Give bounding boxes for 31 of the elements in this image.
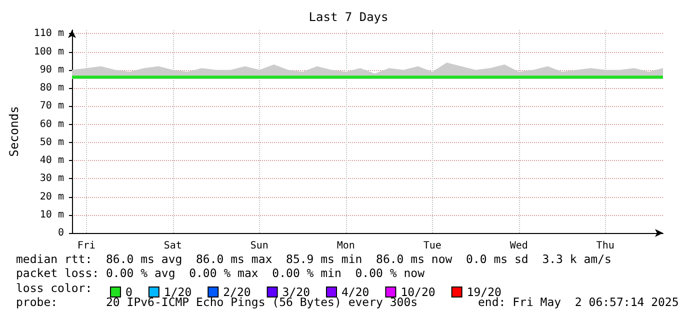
y-tick-label: 0 bbox=[58, 228, 64, 238]
text: median rtt: 86.0 ms avg 86.0 ms max 85.9 ms min 86.0 ms now 0.0 ms sd 3.3 k am/s bbox=[16, 252, 612, 266]
x-tick-label: Fri bbox=[77, 240, 96, 252]
text: packet loss: 0.00 % avg 0.00 % max 0.00 % min 0.00 % now bbox=[16, 266, 424, 280]
y-tick-label: 30 m bbox=[40, 173, 64, 184]
legend-label: 0 bbox=[126, 285, 132, 299]
legend-label: 19/20 bbox=[466, 285, 502, 299]
x-tick-label: Wed bbox=[510, 240, 528, 252]
y-tick-label: 110 m bbox=[34, 28, 64, 40]
y-tick-label: 20 m bbox=[40, 191, 64, 202]
y-tick-label: 90 m bbox=[40, 64, 64, 76]
x-tick-label: Sat bbox=[164, 240, 182, 252]
x-tick-label: Thu bbox=[596, 240, 614, 252]
legend-title: loss color: bbox=[16, 281, 92, 295]
x-tick-label: Tue bbox=[423, 240, 442, 252]
y-tick-label: 40 m bbox=[40, 155, 64, 166]
y-axis-title: Seconds bbox=[7, 106, 21, 157]
legend-label: 1/20 bbox=[164, 285, 192, 299]
chart-title: Last 7 Days bbox=[308, 10, 388, 24]
x-tick-label: Sun bbox=[250, 240, 268, 252]
y-tick-label: 80 m bbox=[40, 82, 64, 94]
y-tick-label: 50 m bbox=[40, 136, 64, 148]
legend-label: 4/20 bbox=[342, 285, 370, 299]
legend-label: 10/20 bbox=[400, 285, 436, 299]
y-tick-label: 10 m bbox=[40, 209, 64, 220]
y-tick-label: 60 m bbox=[40, 118, 64, 130]
legend-label: 2/20 bbox=[223, 285, 251, 299]
x-tick-label: Mon bbox=[336, 240, 355, 252]
y-tick-label: 70 m bbox=[40, 100, 64, 112]
legend-label: 3/20 bbox=[282, 285, 310, 299]
y-tick-label: 100 m bbox=[34, 46, 64, 58]
